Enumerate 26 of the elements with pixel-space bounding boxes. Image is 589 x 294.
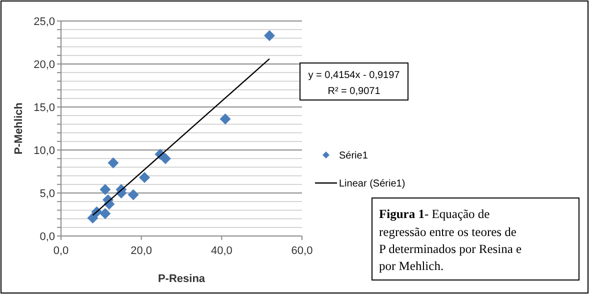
text: R² = 0,9071 [328, 86, 381, 97]
legend-label: Série1 [339, 150, 368, 162]
y-tick-label: 15,0 [34, 102, 55, 114]
legend-label: Linear (Série1) [339, 178, 406, 190]
y-tick-label: 10,0 [34, 144, 55, 157]
x-tick-label: 40,0 [210, 245, 232, 257]
y-tick-label: 5,0 [40, 188, 55, 200]
x-tick-label: 0,0 [53, 245, 69, 257]
y-axis-title: P-Mehlich [13, 102, 25, 154]
y-tick-label: 25,0 [34, 16, 55, 28]
point [108, 157, 119, 168]
text: Figura 1- Equação de regressão entre os teores de P determinados por Resina e por Mehlich. [379, 207, 522, 273]
text: y = 0,4154x - 0,9197 [308, 70, 400, 81]
point [139, 172, 150, 184]
point [100, 184, 111, 196]
y-tick-label: 20,0 [34, 58, 55, 71]
point [160, 153, 171, 164]
point [128, 189, 139, 200]
point [100, 208, 111, 220]
point [264, 30, 275, 42]
point [220, 114, 231, 125]
y-tick-label: 0,0 [40, 230, 55, 243]
point [87, 212, 98, 224]
x-axis-title: P-Resina [158, 273, 206, 285]
x-tick-label: 20,0 [130, 245, 152, 257]
x-tick-label: 60,0 [291, 245, 313, 257]
